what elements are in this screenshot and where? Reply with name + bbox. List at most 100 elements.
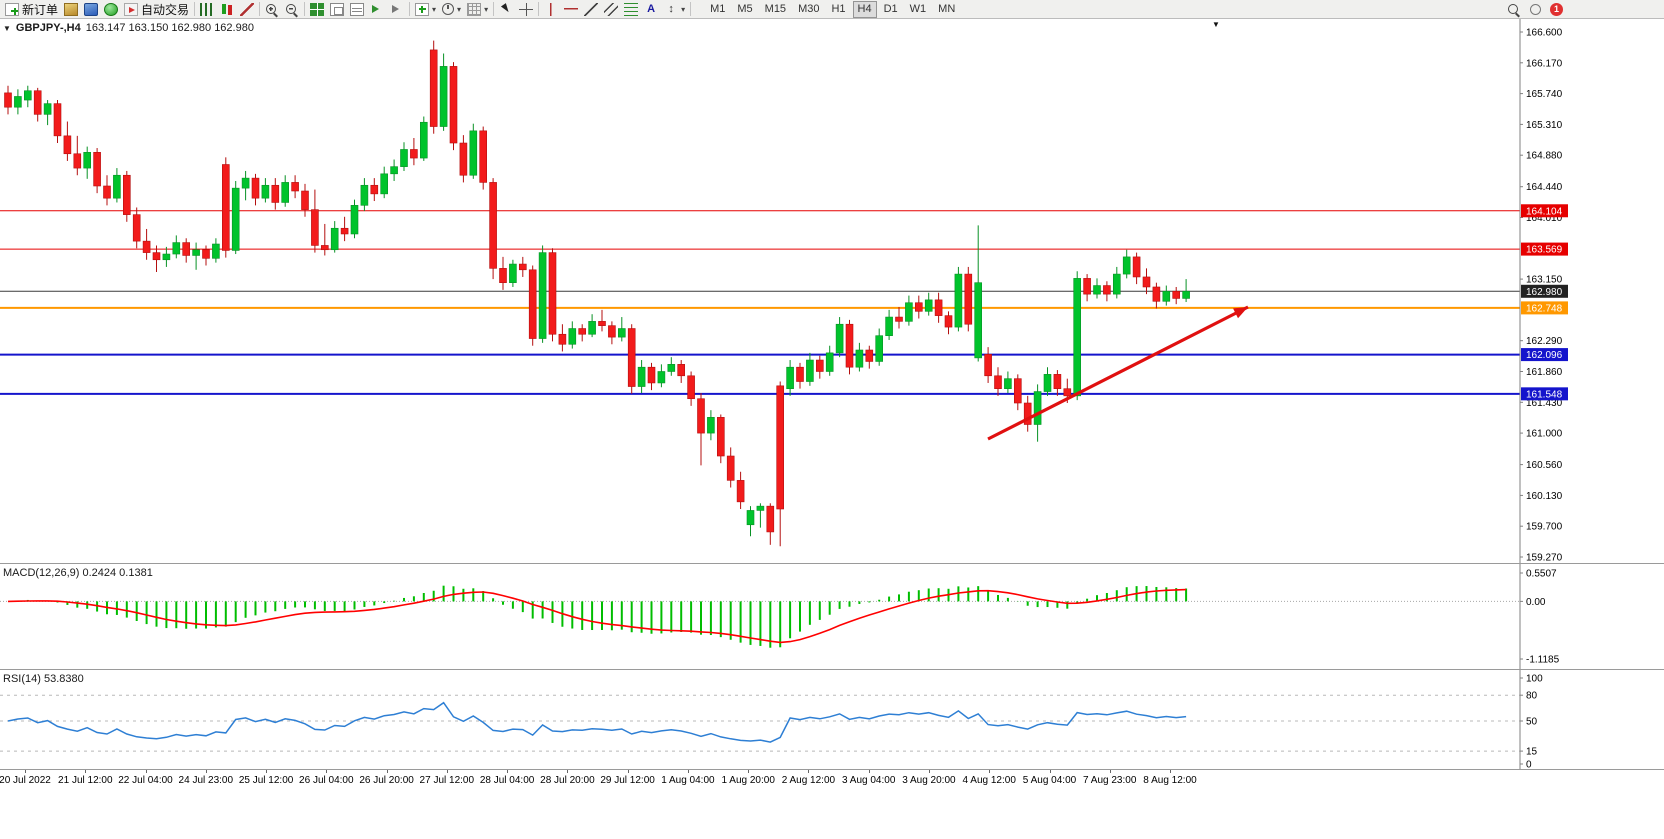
cursor-button[interactable] bbox=[496, 0, 516, 18]
toolbar-separator bbox=[259, 2, 261, 16]
arrows-button[interactable]: ↕ ▾ bbox=[661, 0, 688, 18]
macd-canvas[interactable]: 0.5507 0.00 -1.1185 bbox=[0, 564, 1664, 669]
time-tick bbox=[386, 770, 388, 773]
collapse-chart-icon[interactable]: ▼ bbox=[3, 23, 11, 33]
dropdown-caret-icon: ▾ bbox=[681, 4, 686, 14]
time-label: 28 Jul 20:00 bbox=[540, 775, 595, 786]
time-label: 26 Jul 04:00 bbox=[299, 775, 354, 786]
time-label: 7 Aug 23:00 bbox=[1082, 775, 1137, 786]
time-label: 3 Aug 20:00 bbox=[902, 775, 956, 786]
new-order-button-label: 新订单 bbox=[22, 2, 59, 17]
navigator-icon bbox=[84, 2, 99, 16]
time-label: 25 Jul 12:00 bbox=[238, 775, 294, 786]
svg-text:162.748: 162.748 bbox=[1526, 303, 1563, 314]
time-tick bbox=[808, 770, 810, 773]
time-label: 1 Aug 04:00 bbox=[661, 775, 715, 786]
trendline-button[interactable] bbox=[581, 0, 601, 18]
time-label: 29 Jul 12:00 bbox=[600, 775, 655, 786]
symbol-ohlc: 163.147 163.150 162.980 162.980 bbox=[85, 22, 254, 34]
toolbar: 新订单 自动交易 ▾ ▾ ▾ A ↕ ▾ M1 M5 M15 M30 H1 H4 D1 W1 MN 1 bbox=[0, 0, 1664, 19]
arrows-icon: ↕ bbox=[668, 2, 674, 15]
indicators-button[interactable]: ▾ bbox=[412, 0, 439, 18]
bar-chart-button[interactable] bbox=[197, 0, 217, 18]
vertical-line-button[interactable] bbox=[541, 0, 561, 18]
macd-panel: 0.5507 0.00 -1.1185 MACD(12,26,9) 0.2424 0… bbox=[0, 563, 1664, 669]
vertical-line-icon bbox=[544, 2, 559, 16]
rsi-canvas[interactable]: 100 80 50 15 0 bbox=[0, 670, 1664, 769]
timeframe-d1-button[interactable]: D1 bbox=[883, 2, 898, 15]
dropdown-caret-icon: ▾ bbox=[484, 4, 489, 14]
toolbar-separator bbox=[304, 2, 306, 16]
toolbar-separator bbox=[194, 2, 196, 16]
cascade-windows-button[interactable] bbox=[327, 0, 347, 18]
notifications-badge[interactable]: 1 bbox=[1547, 0, 1566, 18]
chart-shift-icon bbox=[370, 3, 384, 16]
horizontal-line-button[interactable] bbox=[561, 0, 581, 18]
notifications-badge-icon: 1 bbox=[1550, 2, 1563, 16]
text-button[interactable]: A bbox=[641, 0, 661, 18]
crosshair-button[interactable] bbox=[516, 0, 536, 18]
auto-scroll-button[interactable] bbox=[387, 0, 407, 18]
channel-button[interactable] bbox=[601, 0, 621, 18]
price-chart-canvas[interactable]: 166.600 166.170 165.740 165.310 164.880 164.4… bbox=[0, 19, 1664, 563]
time-tick bbox=[989, 770, 991, 773]
time-label: 4 Aug 12:00 bbox=[962, 775, 1016, 786]
price-lines-layer[interactable] bbox=[0, 210, 1520, 395]
market-watch-button[interactable] bbox=[61, 0, 81, 18]
chart-shift-button[interactable] bbox=[367, 0, 387, 18]
line-chart-button[interactable] bbox=[237, 0, 257, 18]
arrange-windows-icon bbox=[350, 2, 365, 16]
trend-arrow[interactable] bbox=[987, 305, 1249, 441]
timeframe-h4-button[interactable]: H4 bbox=[852, 0, 877, 18]
tile-windows-button[interactable] bbox=[307, 0, 327, 18]
terminal-button[interactable] bbox=[101, 0, 121, 18]
fibonacci-icon bbox=[624, 2, 639, 16]
time-tick bbox=[928, 770, 930, 773]
price-axis[interactable]: 166.600 166.170 165.740 165.310 164.880 164.4… bbox=[1519, 19, 1568, 563]
periods-button[interactable]: ▾ bbox=[439, 0, 464, 18]
time-tick bbox=[326, 770, 328, 773]
autotrading-icon bbox=[124, 2, 139, 16]
navigator-button[interactable] bbox=[81, 0, 101, 18]
autotrading-button[interactable]: 自动交易 bbox=[121, 0, 192, 18]
symbol-header: ▼ GBPJPY-,H4 163.147 163.150 162.980 162… bbox=[3, 22, 254, 34]
time-tick bbox=[567, 770, 569, 773]
new-order-button[interactable]: 新订单 bbox=[2, 0, 61, 18]
templates-icon bbox=[467, 2, 482, 16]
time-tick bbox=[687, 770, 689, 773]
timeframe-h1-button[interactable]: H1 bbox=[831, 2, 846, 15]
horizontal-line-icon bbox=[564, 2, 579, 16]
zoom-in-button[interactable] bbox=[262, 0, 282, 18]
search-button[interactable] bbox=[1504, 0, 1524, 18]
time-tick bbox=[446, 770, 448, 773]
timeframe-m5-button[interactable]: M5 bbox=[737, 2, 753, 15]
svg-text:80: 80 bbox=[1526, 691, 1538, 702]
candlestick-chart-button[interactable] bbox=[217, 0, 237, 18]
fibonacci-button[interactable] bbox=[621, 0, 641, 18]
autotrading-button-label: 自动交易 bbox=[141, 2, 190, 17]
time-tick bbox=[1170, 770, 1171, 773]
svg-text:159.700: 159.700 bbox=[1526, 522, 1563, 533]
toolbar-separator bbox=[409, 2, 411, 16]
timeframe-m30-button[interactable]: M30 bbox=[798, 2, 820, 15]
timeframe-mn-button[interactable]: MN bbox=[938, 2, 956, 15]
timeframe-w1-button[interactable]: W1 bbox=[909, 2, 927, 15]
templates-button[interactable]: ▾ bbox=[464, 0, 491, 18]
svg-text:160.130: 160.130 bbox=[1526, 491, 1563, 502]
cursor-icon bbox=[499, 3, 513, 16]
timeframe-m15-button[interactable]: M15 bbox=[764, 2, 787, 15]
text-icon: A bbox=[647, 2, 656, 15]
arrange-windows-button[interactable] bbox=[347, 0, 367, 18]
time-axis[interactable]: 20 Jul 2022 21 Jul 12:00 22 Jul 04:00 24 Ju… bbox=[0, 769, 1664, 791]
svg-text:161.000: 161.000 bbox=[1526, 429, 1563, 440]
about-button[interactable] bbox=[1527, 0, 1544, 18]
indicators-icon bbox=[415, 2, 430, 16]
about-icon bbox=[1530, 3, 1541, 15]
svg-text:161.860: 161.860 bbox=[1526, 367, 1563, 378]
auto-scroll-icon bbox=[390, 3, 404, 16]
zoom-out-button[interactable] bbox=[282, 0, 302, 18]
svg-text:162.290: 162.290 bbox=[1526, 336, 1563, 347]
timeframe-m1-button[interactable]: M1 bbox=[710, 2, 726, 15]
channel-icon bbox=[604, 2, 619, 16]
svg-text:164.010: 164.010 bbox=[1526, 213, 1563, 224]
